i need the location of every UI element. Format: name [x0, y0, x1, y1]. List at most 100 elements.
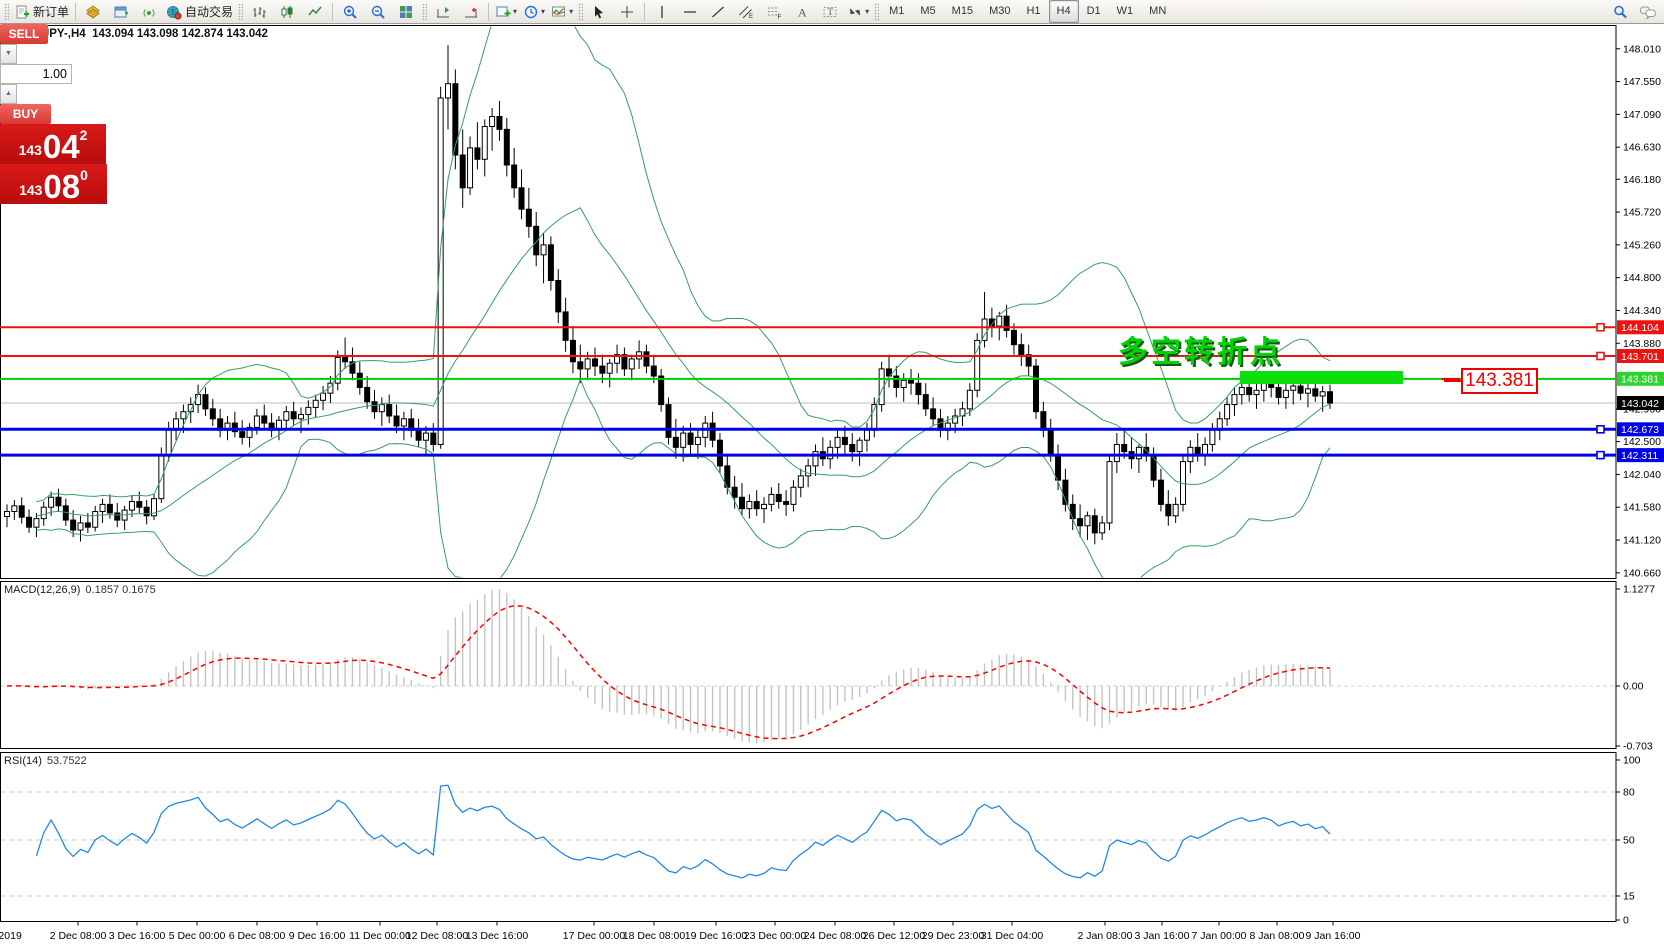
- candle-body: [320, 392, 327, 401]
- periods-button[interactable]: ▾: [520, 0, 548, 23]
- toolbar-grip[interactable]: [4, 2, 9, 21]
- candle-body: [746, 501, 753, 510]
- fibonacci-button[interactable]: F: [760, 0, 788, 23]
- candle-body: [915, 382, 922, 396]
- channel-button[interactable]: E: [732, 0, 760, 23]
- time-tick-label: 23 Dec 00:00: [744, 930, 807, 942]
- toolbar-grip[interactable]: [238, 2, 244, 21]
- chart-text-annotation[interactable]: 多空转折点: [1118, 336, 1283, 369]
- macd-signal-line: [6, 605, 1331, 740]
- candle-body: [92, 511, 99, 528]
- candle-body: [908, 379, 915, 384]
- timeframe-mn[interactable]: MN: [1149, 5, 1167, 17]
- rsi-panel-frame: [0, 752, 1617, 922]
- candle-body: [334, 357, 341, 384]
- price-tick-label: 142.500: [1623, 436, 1661, 448]
- highlight-bar-object[interactable]: [1240, 371, 1403, 384]
- candle-body: [1312, 388, 1319, 397]
- horizontal-line-button[interactable]: [676, 0, 704, 23]
- zoom-out-button[interactable]: [364, 0, 392, 23]
- toolbar-grip[interactable]: [874, 2, 880, 21]
- indicators-button[interactable]: ▾: [548, 0, 576, 23]
- candle-body: [209, 408, 216, 420]
- candle-body: [400, 418, 407, 427]
- chart-window: 148.010 147.550 147.090 146.630 146.180 145.7…: [0, 24, 1664, 945]
- candle-body: [1077, 518, 1084, 527]
- signals-button[interactable]: [135, 0, 163, 23]
- candle-body: [834, 436, 841, 448]
- dropdown-arrow-icon: ▾: [569, 7, 574, 16]
- new-order-button[interactable]: 新订单: [11, 0, 72, 23]
- data-window-button[interactable]: [107, 0, 135, 23]
- timeframe-w1[interactable]: W1: [1116, 5, 1134, 17]
- chart-candles-button[interactable]: [273, 0, 301, 23]
- sell-button[interactable]: SELL: [0, 24, 48, 44]
- auto-scroll-button[interactable]: [457, 0, 485, 23]
- candle-body: [364, 386, 371, 403]
- price-tag-143.381: 143.381: [1617, 371, 1664, 386]
- price-tag-143.701: 143.701: [1617, 349, 1664, 364]
- market-watch-button[interactable]: [79, 0, 107, 23]
- toolbar-grip[interactable]: [422, 2, 428, 21]
- chart-shift-button[interactable]: [429, 0, 457, 23]
- candle-body: [841, 436, 848, 445]
- candle-body: [445, 83, 451, 99]
- text-icon: A: [798, 5, 807, 19]
- data-window-icon: [114, 6, 129, 17]
- vertical-line-button[interactable]: [648, 0, 676, 23]
- candle-body: [665, 404, 672, 438]
- candle-body: [84, 522, 91, 528]
- candle-body: [606, 362, 613, 374]
- price-tick-label: 141.580: [1623, 502, 1661, 514]
- text-button[interactable]: A: [788, 0, 816, 23]
- buy-button[interactable]: BUY: [0, 104, 51, 124]
- chat-button[interactable]: [1634, 0, 1662, 23]
- bollinger-middle-band: [36, 207, 1331, 517]
- candle-body: [886, 368, 892, 377]
- timeframe-h4[interactable]: H4: [1048, 0, 1079, 23]
- horizontal-line-143.701[interactable]: [0, 351, 1616, 361]
- candle-body: [584, 358, 591, 370]
- timeframe-m1[interactable]: M1: [889, 5, 905, 17]
- bollinger-upper-band: [36, 26, 1331, 503]
- price-tick-label: 147.090: [1623, 109, 1661, 121]
- zoom-in-button[interactable]: [336, 0, 364, 23]
- sell-price-prefix: 143: [18, 142, 42, 158]
- crosshair-button[interactable]: [613, 0, 641, 23]
- price-tag-bg: [1617, 320, 1664, 335]
- dropdown-arrow-icon: ▾: [541, 7, 546, 16]
- horizontal-line-144.104[interactable]: [0, 322, 1616, 332]
- timeframe-m5[interactable]: M5: [920, 5, 936, 17]
- volume-increase-button[interactable]: ▲: [0, 84, 17, 104]
- trendline-button[interactable]: [704, 0, 732, 23]
- timeframe-h1[interactable]: H1: [1026, 5, 1041, 17]
- toolbar-grip[interactable]: [578, 2, 584, 21]
- chart-canvas[interactable]: 148.010 147.550 147.090 146.630 146.180 145.7…: [0, 24, 1664, 945]
- tile-windows-button[interactable]: [392, 0, 420, 23]
- text-label-button[interactable]: T: [816, 0, 844, 23]
- candle-body: [202, 394, 209, 410]
- volume-decrease-button[interactable]: ▼: [0, 44, 17, 64]
- timeframe-m30[interactable]: M30: [989, 5, 1011, 17]
- search-button[interactable]: [1606, 0, 1634, 23]
- new-chart-button[interactable]: ▾: [492, 0, 520, 23]
- indicators-icon: [552, 6, 566, 16]
- horizontal-line-142.311[interactable]: [0, 450, 1616, 460]
- candle-body: [922, 394, 929, 410]
- candle-body: [158, 453, 165, 500]
- trendline-icon: [712, 5, 725, 18]
- sell-price-box[interactable]: 143 04 2: [0, 124, 106, 164]
- price-callout-box[interactable]: 143.381: [1444, 368, 1538, 394]
- timeframe-m15[interactable]: M15: [951, 5, 974, 17]
- autotrading-button[interactable]: 自动交易: [163, 0, 236, 23]
- arrows-button[interactable]: ▾: [844, 0, 872, 23]
- cursor-button[interactable]: [585, 0, 613, 23]
- candle-body: [143, 506, 150, 517]
- horizontal-line-142.673[interactable]: [0, 425, 1616, 434]
- chart-bars-button[interactable]: [245, 0, 273, 23]
- volume-input[interactable]: [0, 64, 72, 84]
- separator: [75, 2, 77, 21]
- buy-price-box[interactable]: 143 08 0: [0, 164, 107, 204]
- chart-line-button[interactable]: [301, 0, 329, 23]
- timeframe-d1[interactable]: D1: [1086, 5, 1101, 17]
